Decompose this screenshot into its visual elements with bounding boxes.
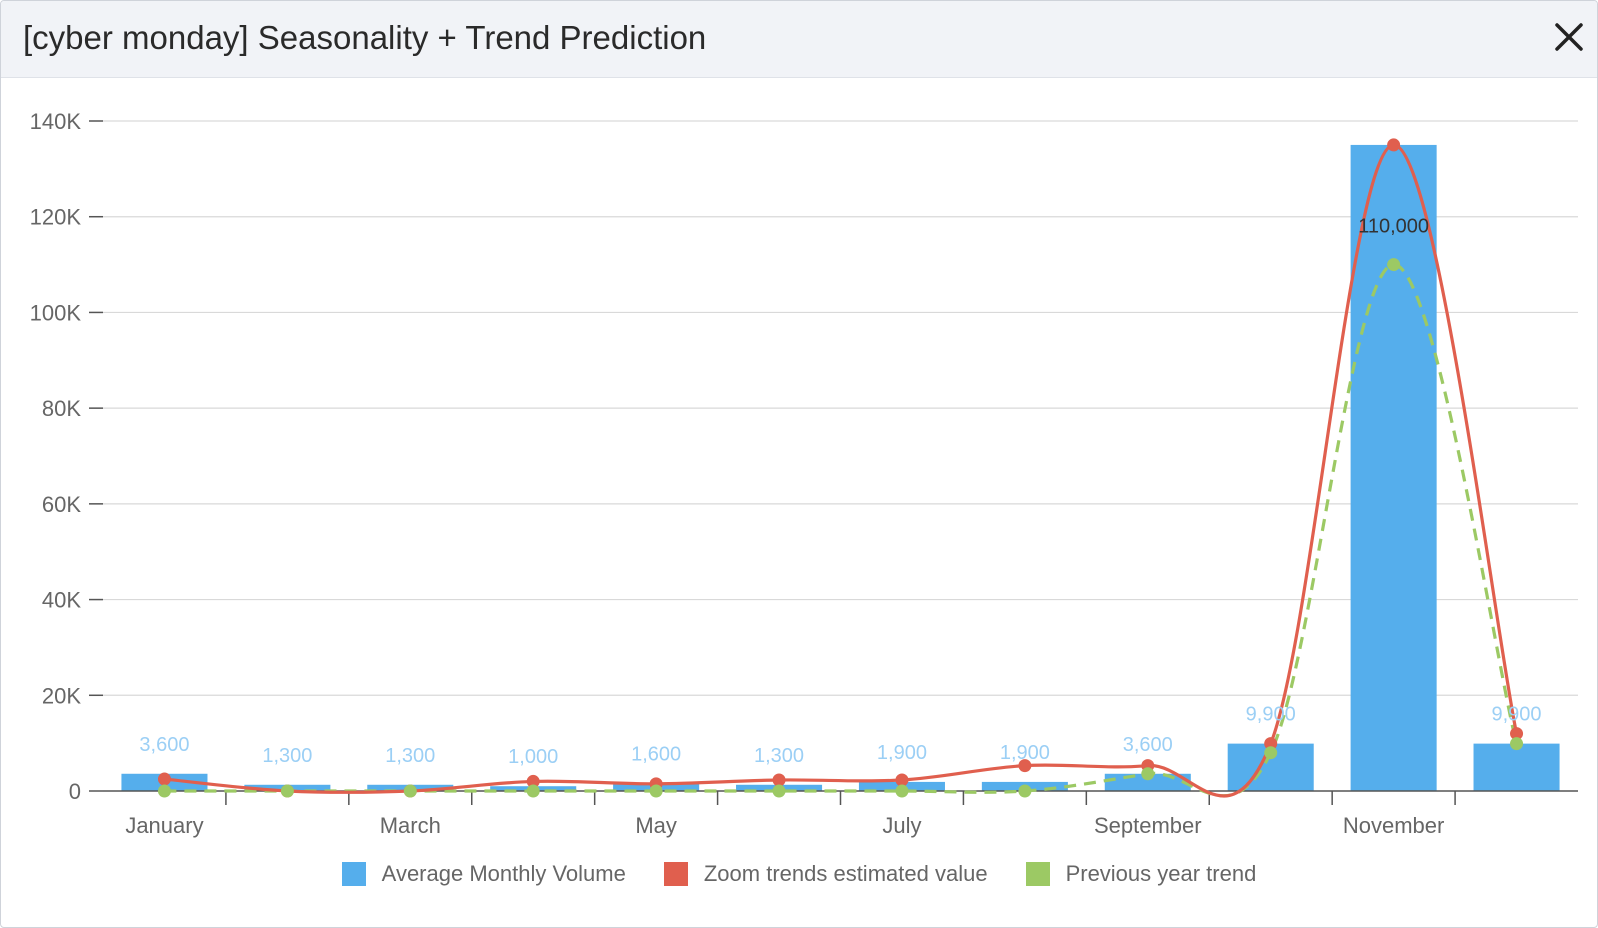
trend-point [1264, 737, 1278, 751]
previous-year-point [280, 784, 294, 798]
bar-value-label: 9,900 [1246, 704, 1296, 726]
bar-value-label: 1,600 [631, 743, 681, 765]
previous-year-point [1018, 784, 1032, 798]
y-tick-label: 80K [42, 396, 81, 421]
trend-point [1018, 759, 1032, 773]
legend-item-previous-year[interactable]: Previous year trend [1025, 861, 1257, 887]
bar [1350, 144, 1437, 791]
bar-value-label: 1,900 [877, 742, 927, 764]
close-icon[interactable] [1549, 17, 1589, 57]
x-tick-label: January [125, 813, 203, 838]
bar-value-label: 1,000 [508, 746, 558, 768]
previous-year-point [1510, 737, 1524, 751]
legend-item-average-monthly-volume[interactable]: Average Monthly Volume [341, 861, 626, 887]
bar-value-label: 1,900 [1000, 742, 1050, 764]
dialog-header: [cyber monday] Seasonality + Trend Predi… [1, 1, 1597, 78]
legend-swatch-previous-year [1025, 862, 1050, 886]
x-tick-label: July [882, 813, 921, 838]
y-tick-label: 140K [30, 109, 82, 134]
legend-label: Zoom trends estimated value [703, 861, 988, 886]
legend-label: Previous year trend [1065, 861, 1257, 886]
trend-point [526, 774, 540, 788]
previous-year-point [895, 784, 909, 798]
previous-year-value-label: 110,000 [1358, 216, 1429, 238]
bar-value-label: 1,300 [262, 745, 312, 767]
y-tick-label: 120K [30, 205, 82, 230]
previous-year-point [403, 784, 417, 798]
previous-year-point [1264, 746, 1278, 760]
x-tick-label: May [635, 813, 677, 838]
chart-legend: Average Monthly Volume Zoom trends estim… [1, 861, 1597, 887]
previous-year-point [157, 784, 171, 798]
bar-value-label: 3,600 [1123, 734, 1173, 756]
trend-point [1510, 727, 1524, 741]
previous-year-point [1141, 767, 1155, 781]
trend-point [772, 773, 786, 787]
bar-value-label: 9,900 [1492, 704, 1542, 726]
legend-label: Average Monthly Volume [381, 861, 626, 886]
x-tick-label: September [1094, 813, 1202, 838]
trend-point [1387, 138, 1401, 152]
x-tick-label: March [380, 813, 441, 838]
y-tick-label: 100K [30, 300, 82, 325]
dialog-title: [cyber monday] Seasonality + Trend Predi… [23, 19, 707, 56]
legend-swatch-trend [663, 862, 688, 886]
y-tick-label: 0 [69, 779, 81, 804]
bar-value-label: 3,600 [139, 734, 189, 756]
previous-year-point [1387, 258, 1401, 272]
bar-value-label: 1,300 [754, 745, 804, 767]
y-tick-label: 60K [42, 492, 81, 517]
x-tick-label: November [1343, 813, 1444, 838]
trend-point [895, 773, 909, 787]
previous-year-point [526, 784, 540, 798]
y-tick-label: 20K [42, 683, 81, 708]
previous-year-point [649, 784, 663, 798]
trend-line [164, 143, 1519, 798]
legend-swatch-bar [341, 862, 366, 886]
bar-value-label: 1,300 [385, 745, 435, 767]
trend-point [157, 772, 171, 786]
y-tick-label: 40K [42, 588, 81, 613]
bar [1473, 743, 1560, 791]
previous-year-point [772, 784, 786, 798]
legend-item-zoom-trends[interactable]: Zoom trends estimated value [663, 861, 988, 887]
